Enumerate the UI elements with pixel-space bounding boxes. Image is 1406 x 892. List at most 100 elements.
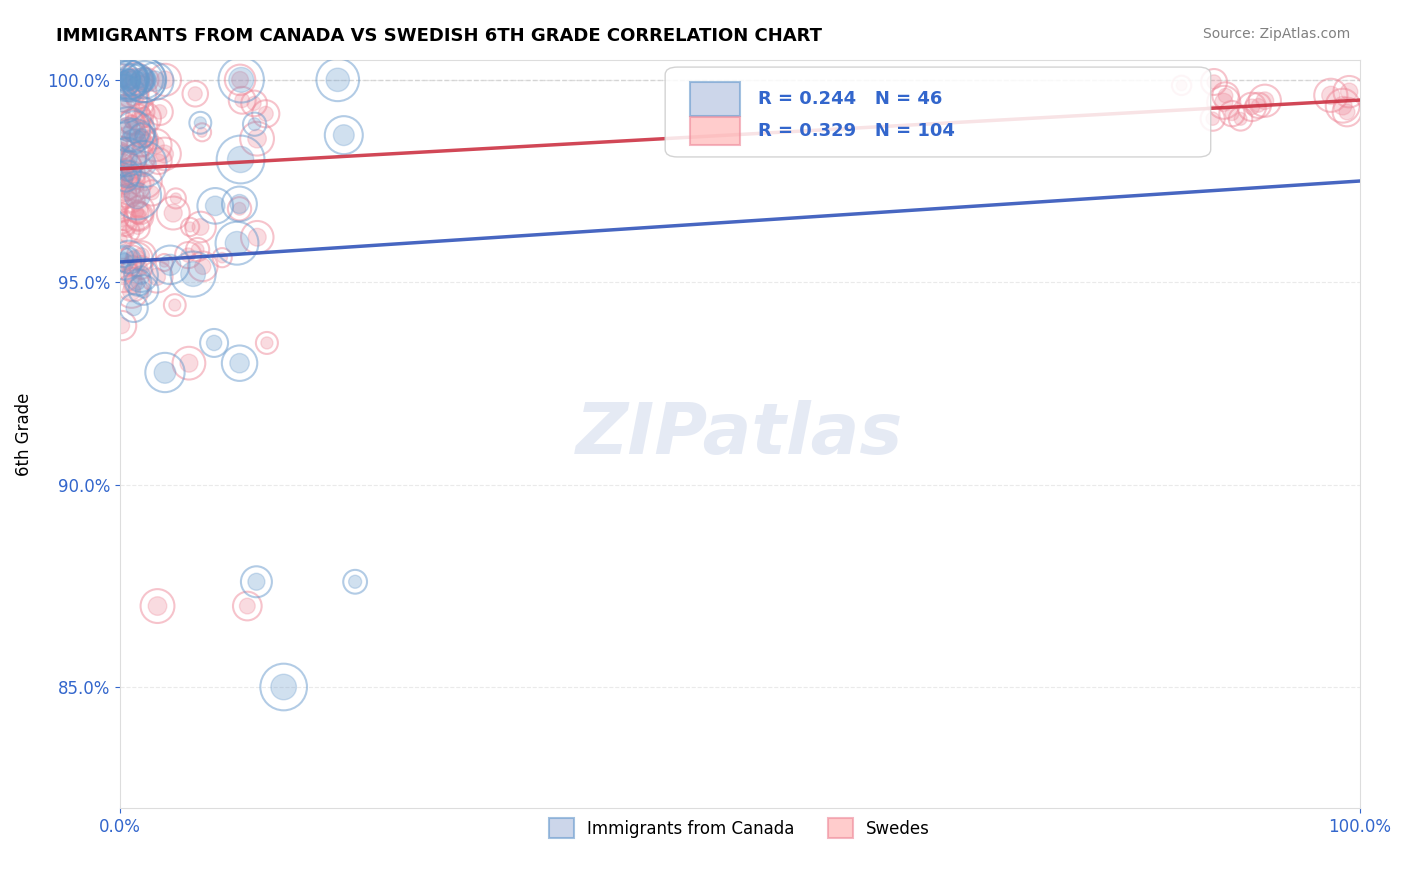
Immigrants from Canada — [273, 680, 295, 694]
Immigrants from Canada — [143, 74, 166, 88]
Immigrants from Canada — [124, 124, 146, 138]
Immigrants from Canada — [117, 122, 139, 136]
Swedes — [134, 99, 156, 113]
Point — [110, 153, 132, 167]
Immigrants from Canada — [121, 73, 143, 87]
Swedes — [128, 209, 150, 223]
Point — [115, 150, 138, 164]
Point — [121, 285, 143, 299]
Immigrants from Canada — [115, 172, 138, 186]
Swedes — [148, 154, 170, 169]
Swedes — [184, 87, 207, 101]
Swedes — [121, 193, 143, 207]
Point — [148, 154, 170, 169]
Immigrants from Canada — [204, 199, 226, 213]
Point — [162, 206, 184, 220]
Point — [1215, 88, 1237, 103]
Swedes — [229, 73, 252, 87]
Immigrants from Canada — [181, 267, 204, 281]
Point — [228, 202, 250, 216]
Point — [128, 209, 150, 223]
Immigrants from Canada — [344, 574, 367, 589]
Swedes — [134, 175, 156, 189]
Point — [1212, 95, 1234, 110]
Y-axis label: 6th Grade: 6th Grade — [15, 392, 32, 475]
Point — [273, 680, 295, 694]
Swedes — [1320, 88, 1343, 103]
Point — [127, 152, 149, 166]
Swedes — [191, 125, 214, 139]
Point — [134, 112, 156, 126]
Point — [114, 179, 136, 194]
Point — [146, 269, 169, 284]
Swedes — [228, 202, 250, 216]
Swedes — [134, 129, 156, 144]
Swedes — [1229, 112, 1251, 126]
Immigrants from Canada — [122, 135, 145, 149]
Point — [110, 73, 132, 87]
Point — [132, 283, 155, 297]
Point — [134, 175, 156, 189]
Point — [124, 124, 146, 138]
Point — [131, 249, 153, 263]
Point — [131, 133, 153, 147]
Point — [228, 356, 250, 370]
Point — [159, 258, 181, 272]
Immigrants from Canada — [118, 250, 141, 264]
Point — [134, 99, 156, 113]
Text: IMMIGRANTS FROM CANADA VS SWEDISH 6TH GRADE CORRELATION CHART: IMMIGRANTS FROM CANADA VS SWEDISH 6TH GR… — [56, 27, 823, 45]
Text: R = 0.329   N = 104: R = 0.329 N = 104 — [758, 121, 955, 140]
Swedes — [127, 91, 149, 105]
Point — [111, 141, 134, 155]
Point — [187, 243, 209, 257]
Immigrants from Canada — [115, 73, 138, 87]
Swedes — [187, 243, 209, 257]
Swedes — [125, 178, 148, 193]
Point — [127, 221, 149, 235]
Swedes — [111, 233, 134, 247]
Point — [141, 186, 163, 200]
Swedes — [110, 144, 132, 158]
Immigrants from Canada — [131, 128, 153, 143]
Point — [243, 96, 266, 111]
Point — [229, 73, 252, 87]
Point — [177, 356, 200, 370]
Point — [112, 92, 135, 106]
Point — [115, 129, 138, 144]
Point — [132, 157, 155, 171]
Point — [117, 185, 139, 199]
Swedes — [256, 335, 278, 350]
Point — [121, 73, 143, 87]
Swedes — [1170, 78, 1192, 93]
Point — [115, 73, 138, 87]
Point — [245, 574, 267, 589]
Point — [165, 191, 187, 205]
Point — [122, 301, 145, 315]
Point — [132, 73, 155, 87]
Point — [111, 233, 134, 247]
Swedes — [110, 211, 132, 226]
Swedes — [118, 73, 141, 87]
Point — [134, 129, 156, 144]
Point — [124, 73, 146, 87]
Point — [333, 128, 356, 143]
Point — [146, 599, 169, 613]
Swedes — [114, 161, 136, 176]
Swedes — [1331, 98, 1354, 112]
Point — [344, 574, 367, 589]
Immigrants from Canada — [159, 258, 181, 272]
Swedes — [231, 93, 253, 107]
Swedes — [1240, 100, 1263, 114]
Swedes — [236, 599, 259, 613]
Point — [118, 73, 141, 87]
Swedes — [111, 268, 134, 283]
Point — [110, 162, 132, 177]
Immigrants from Canada — [122, 301, 145, 315]
Point — [110, 187, 132, 202]
Point — [236, 599, 259, 613]
Immigrants from Canada — [118, 73, 141, 87]
Swedes — [121, 258, 143, 272]
Swedes — [134, 134, 156, 148]
Text: R = 0.244   N = 46: R = 0.244 N = 46 — [758, 89, 942, 108]
Immigrants from Canada — [326, 73, 349, 87]
